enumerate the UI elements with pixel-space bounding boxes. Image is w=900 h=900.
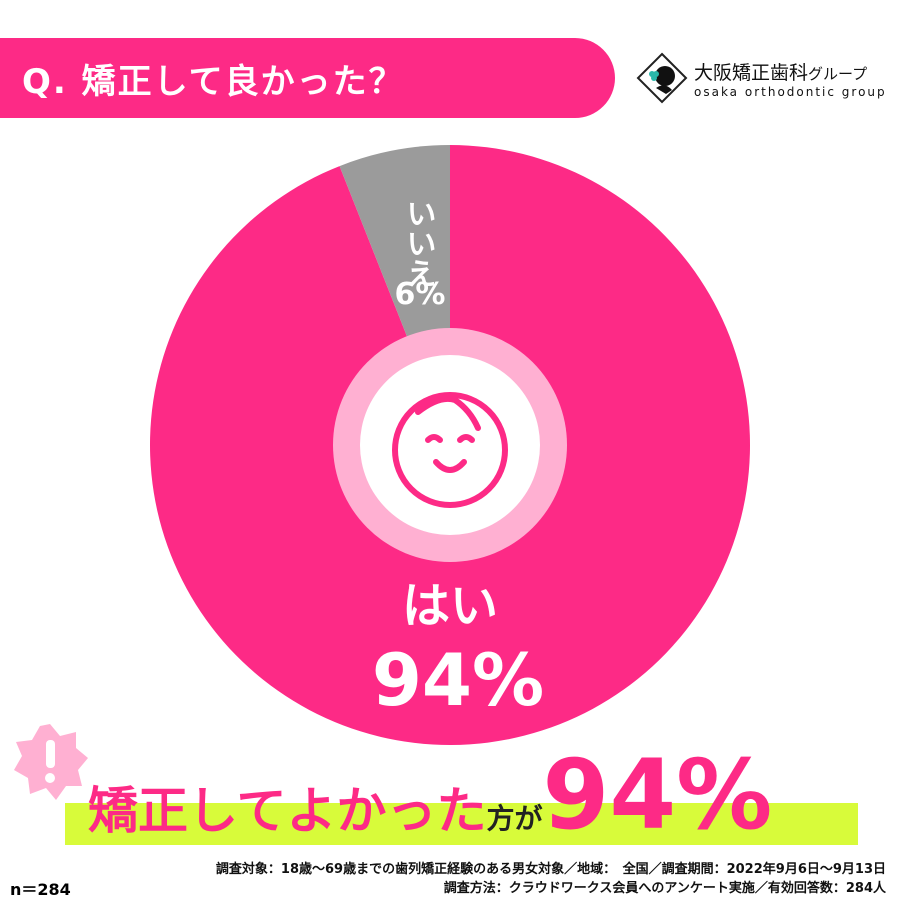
- smiling-baby-icon: [392, 392, 508, 508]
- headline: 矯正してよかった方が94%: [88, 747, 772, 843]
- exclamation-burst-icon: [14, 724, 88, 800]
- label-no: いいえ: [401, 198, 436, 288]
- headline-main: 矯正してよかった: [88, 782, 487, 840]
- footer-line2: 調査方法：クラウドワークス会員へのアンケート実施／有効回答数：284人: [443, 881, 886, 896]
- question-title: Q. 矯正して良かった？: [22, 61, 405, 102]
- logo-emblem-icon: [636, 52, 688, 104]
- highlight-banner: [65, 803, 858, 845]
- center-disc: [360, 355, 540, 535]
- value-yes: 94%: [372, 638, 544, 722]
- sample-size: n＝284: [10, 880, 71, 899]
- footer-line1: 調査対象：18歳〜69歳までの歯列矯正経験のある男女対象／地域： 全国／調査期間…: [215, 862, 886, 877]
- logo-name: 大阪矯正歯科: [694, 61, 809, 84]
- value-no: 6%: [395, 277, 446, 312]
- logo: 大阪矯正歯科グループ osaka orthodontic group: [636, 52, 887, 104]
- headline-mid: 方が: [486, 802, 543, 835]
- logo-subtitle: osaka orthodontic group: [694, 84, 887, 99]
- question-banner: Q. 矯正して良かった？: [0, 38, 615, 118]
- label-yes: はい: [402, 578, 498, 634]
- logo-suffix: グループ: [808, 64, 868, 83]
- headline-value: 94%: [542, 739, 773, 851]
